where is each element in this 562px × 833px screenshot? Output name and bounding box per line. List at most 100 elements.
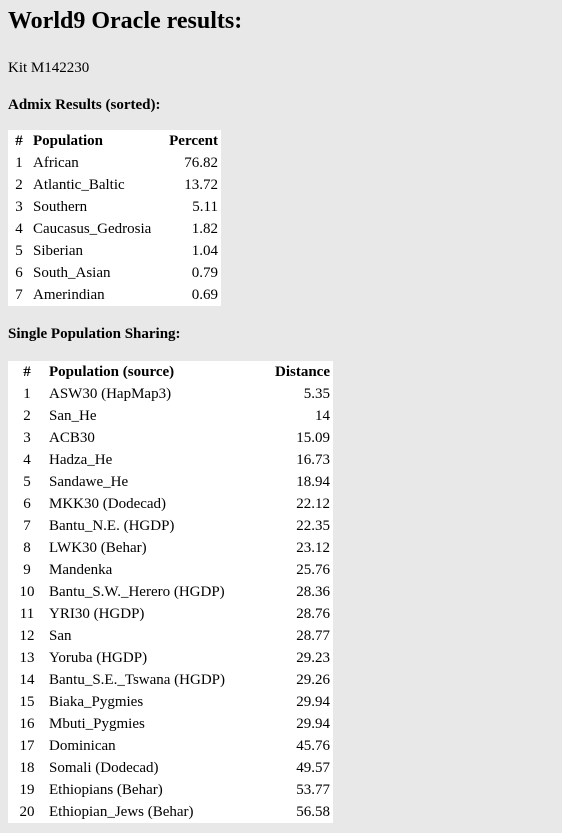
single-rows: 1 ASW30 (HapMap3) 5.35 2 San_He 14 3 ACB30 15.09… bbox=[8, 383, 333, 823]
table-row: 5 Sandawe_He 18.94 bbox=[8, 471, 333, 493]
kit-id: Kit M142230 bbox=[8, 60, 90, 76]
row-value: 53.77 bbox=[296, 782, 330, 798]
population-name: Hadza_He bbox=[49, 452, 113, 468]
admix-col-number: # bbox=[15, 133, 23, 149]
row-number: 11 bbox=[19, 606, 35, 622]
population-name: ACB30 bbox=[49, 430, 95, 446]
population-name: Dominican bbox=[49, 738, 116, 754]
single-header-row: # Population (source) Distance bbox=[8, 361, 333, 383]
table-row: 19 Ethiopians (Behar) 53.77 bbox=[8, 779, 333, 801]
population-name: Mandenka bbox=[49, 562, 113, 578]
row-number: 2 bbox=[15, 177, 23, 193]
table-row: 2 San_He 14 bbox=[8, 405, 333, 427]
population-name: African bbox=[33, 155, 79, 171]
row-value: 18.94 bbox=[296, 474, 330, 490]
table-row: 4 Caucasus_Gedrosia 1.82 bbox=[8, 218, 221, 240]
table-row: 8 LWK30 (Behar) 23.12 bbox=[8, 537, 333, 559]
row-number: 7 bbox=[23, 518, 31, 534]
row-number: 15 bbox=[19, 694, 35, 710]
row-number: 4 bbox=[15, 221, 23, 237]
row-value: 14 bbox=[315, 408, 330, 424]
row-number: 5 bbox=[15, 243, 23, 259]
row-number: 5 bbox=[23, 474, 31, 490]
row-value: 16.73 bbox=[296, 452, 330, 468]
row-value: 0.69 bbox=[191, 287, 218, 303]
population-name: Southern bbox=[33, 199, 88, 215]
row-number: 3 bbox=[15, 199, 23, 215]
population-name: Sandawe_He bbox=[49, 474, 129, 490]
row-value: 5.11 bbox=[192, 199, 218, 215]
table-row: 3 Southern 5.11 bbox=[8, 196, 221, 218]
row-value: 22.35 bbox=[296, 518, 330, 534]
population-name: Ethiopian_Jews (Behar) bbox=[49, 804, 194, 820]
row-number: 1 bbox=[15, 155, 23, 171]
population-name: Yoruba (HGDP) bbox=[49, 650, 148, 666]
row-number: 2 bbox=[23, 408, 31, 424]
population-name: Bantu_S.W._Herero (HGDP) bbox=[49, 584, 225, 600]
population-name: Amerindian bbox=[33, 287, 105, 303]
row-number: 10 bbox=[19, 584, 35, 600]
population-name: San bbox=[49, 628, 72, 644]
population-name: ASW30 (HapMap3) bbox=[49, 386, 172, 402]
population-name: Somali (Dodecad) bbox=[49, 760, 159, 776]
row-number: 7 bbox=[15, 287, 23, 303]
population-name: Bantu_N.E. (HGDP) bbox=[49, 518, 175, 534]
table-row: 20 Ethiopian_Jews (Behar) 56.58 bbox=[8, 801, 333, 823]
table-row: 3 ACB30 15.09 bbox=[8, 427, 333, 449]
row-number: 20 bbox=[19, 804, 35, 820]
table-row: 5 Siberian 1.04 bbox=[8, 240, 221, 262]
row-value: 13.72 bbox=[184, 177, 218, 193]
single-population-table: # Population (source) Distance 1 ASW30 (H… bbox=[8, 361, 333, 823]
population-name: LWK30 (Behar) bbox=[49, 540, 147, 556]
row-number: 4 bbox=[23, 452, 31, 468]
row-value: 29.94 bbox=[296, 694, 330, 710]
table-row: 7 Bantu_N.E. (HGDP) 22.35 bbox=[8, 515, 333, 537]
row-number: 8 bbox=[23, 540, 31, 556]
row-number: 19 bbox=[19, 782, 35, 798]
row-value: 28.76 bbox=[296, 606, 330, 622]
population-name: San_He bbox=[49, 408, 97, 424]
row-number: 16 bbox=[19, 716, 35, 732]
row-value: 49.57 bbox=[296, 760, 330, 776]
admix-col-population: Population bbox=[33, 133, 104, 149]
row-value: 28.36 bbox=[296, 584, 330, 600]
page-title: World9 Oracle results: bbox=[8, 8, 243, 34]
row-number: 1 bbox=[23, 386, 31, 402]
single-col-distance: Distance bbox=[275, 364, 330, 380]
table-row: 10 Bantu_S.W._Herero (HGDP) 28.36 bbox=[8, 581, 333, 603]
population-name: Bantu_S.E._Tswana (HGDP) bbox=[49, 672, 226, 688]
row-number: 3 bbox=[23, 430, 31, 446]
table-row: 12 San 28.77 bbox=[8, 625, 333, 647]
row-value: 23.12 bbox=[296, 540, 330, 556]
population-name: South_Asian bbox=[33, 265, 111, 281]
row-number: 17 bbox=[19, 738, 35, 754]
population-name: Mbuti_Pygmies bbox=[49, 716, 145, 732]
row-number: 13 bbox=[19, 650, 35, 666]
table-row: 6 South_Asian 0.79 bbox=[8, 262, 221, 284]
single-population-heading: Single Population Sharing: bbox=[8, 326, 181, 342]
single-col-number: # bbox=[23, 364, 31, 380]
row-value: 22.12 bbox=[296, 496, 330, 512]
row-number: 12 bbox=[19, 628, 35, 644]
row-number: 14 bbox=[19, 672, 35, 688]
table-row: 18 Somali (Dodecad) 49.57 bbox=[8, 757, 333, 779]
row-number: 6 bbox=[23, 496, 31, 512]
table-row: 15 Biaka_Pygmies 29.94 bbox=[8, 691, 333, 713]
table-row: 7 Amerindian 0.69 bbox=[8, 284, 221, 306]
admix-heading: Admix Results (sorted): bbox=[8, 97, 161, 113]
row-number: 18 bbox=[19, 760, 35, 776]
row-value: 5.35 bbox=[303, 386, 330, 402]
row-value: 0.79 bbox=[191, 265, 218, 281]
row-value: 29.26 bbox=[296, 672, 330, 688]
row-value: 28.77 bbox=[296, 628, 330, 644]
population-name: MKK30 (Dodecad) bbox=[49, 496, 167, 512]
population-name: Siberian bbox=[33, 243, 83, 259]
single-col-population: Population (source) bbox=[49, 364, 175, 380]
table-row: 6 MKK30 (Dodecad) 22.12 bbox=[8, 493, 333, 515]
population-name: Biaka_Pygmies bbox=[49, 694, 144, 710]
population-name: Ethiopians (Behar) bbox=[49, 782, 163, 798]
row-value: 76.82 bbox=[184, 155, 218, 171]
table-row: 2 Atlantic_Baltic 13.72 bbox=[8, 174, 221, 196]
row-number: 9 bbox=[23, 562, 31, 578]
